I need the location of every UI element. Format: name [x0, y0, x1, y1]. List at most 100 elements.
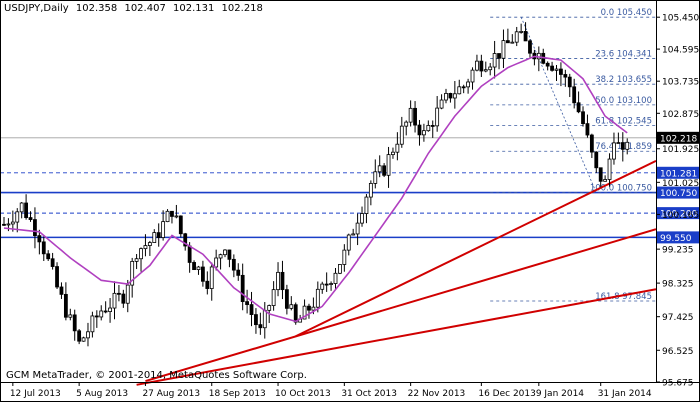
candle-body[interactable]: [612, 142, 616, 160]
candle-body[interactable]: [315, 288, 320, 308]
candle-body[interactable]: [417, 124, 422, 136]
candle-body[interactable]: [2, 223, 6, 226]
candle-body[interactable]: [46, 253, 51, 260]
candle-body[interactable]: [121, 293, 126, 304]
candle-body[interactable]: [603, 179, 608, 182]
candle-body[interactable]: [479, 60, 484, 72]
candle-body[interactable]: [620, 142, 625, 150]
candle-body[interactable]: [280, 271, 285, 291]
candle-body[interactable]: [545, 62, 550, 67]
candle-body[interactable]: [72, 314, 77, 332]
candle-body[interactable]: [19, 202, 24, 213]
candle-body[interactable]: [77, 330, 82, 342]
candle-body[interactable]: [33, 219, 37, 237]
candle-body[interactable]: [139, 248, 143, 260]
candle-body[interactable]: [523, 31, 528, 42]
candle-body[interactable]: [63, 293, 68, 318]
candle-body[interactable]: [81, 337, 86, 342]
candle-body[interactable]: [320, 283, 325, 290]
candle-body[interactable]: [461, 86, 466, 89]
candle-body[interactable]: [329, 283, 333, 285]
candle-body[interactable]: [324, 283, 329, 286]
candle-body[interactable]: [99, 310, 104, 318]
candle-body[interactable]: [426, 125, 431, 132]
candle-body[interactable]: [249, 304, 254, 315]
candle-body[interactable]: [395, 143, 400, 153]
candle-body[interactable]: [28, 217, 33, 220]
candle-body[interactable]: [435, 107, 440, 127]
candle-body[interactable]: [488, 66, 493, 71]
candle-body[interactable]: [117, 292, 121, 295]
trendline[interactable]: [295, 159, 657, 338]
candle-body[interactable]: [430, 125, 435, 127]
candle-body[interactable]: [161, 221, 166, 238]
candle-body[interactable]: [607, 158, 612, 180]
candle-body[interactable]: [519, 31, 524, 33]
candle-body[interactable]: [134, 258, 139, 262]
candle-body[interactable]: [293, 304, 298, 323]
candle-body[interactable]: [404, 121, 409, 127]
candle-body[interactable]: [112, 292, 117, 309]
candle-body[interactable]: [271, 289, 276, 306]
candle-body[interactable]: [559, 68, 563, 75]
trendline[interactable]: [145, 228, 657, 383]
candle-body[interactable]: [86, 331, 90, 339]
candle-body[interactable]: [439, 99, 444, 109]
candle-body[interactable]: [130, 260, 135, 286]
candle-body[interactable]: [497, 53, 501, 59]
candle-body[interactable]: [68, 314, 73, 318]
candle-body[interactable]: [355, 222, 360, 235]
candle-body[interactable]: [616, 142, 621, 144]
candle-body[interactable]: [156, 232, 161, 238]
candle-body[interactable]: [342, 249, 347, 265]
candle-body[interactable]: [174, 215, 179, 218]
candle-body[interactable]: [391, 151, 395, 156]
candle-body[interactable]: [262, 309, 267, 329]
candle-body[interactable]: [373, 171, 378, 184]
candle-body[interactable]: [192, 262, 196, 271]
candle-body[interactable]: [448, 93, 453, 99]
candle-body[interactable]: [254, 314, 258, 326]
candle-body[interactable]: [360, 213, 364, 224]
candle-body[interactable]: [563, 74, 568, 78]
candle-body[interactable]: [223, 249, 227, 256]
candle-body[interactable]: [368, 183, 373, 198]
candle-body[interactable]: [364, 196, 369, 214]
candle-body[interactable]: [125, 284, 130, 304]
candle-body[interactable]: [108, 307, 112, 312]
candle-body[interactable]: [346, 234, 351, 251]
candle-body[interactable]: [37, 235, 42, 243]
candle-body[interactable]: [377, 165, 382, 173]
candle-body[interactable]: [399, 125, 404, 145]
candle-body[interactable]: [554, 68, 559, 71]
candle-body[interactable]: [625, 141, 630, 150]
candle-body[interactable]: [231, 258, 236, 271]
candle-body[interactable]: [236, 269, 241, 276]
candle-body[interactable]: [187, 245, 192, 263]
candle-body[interactable]: [576, 102, 581, 113]
candle-body[interactable]: [421, 130, 426, 136]
candle-body[interactable]: [245, 301, 250, 305]
candle-body[interactable]: [594, 151, 599, 169]
candle-body[interactable]: [41, 241, 46, 255]
candle-body[interactable]: [94, 315, 99, 318]
candle-body[interactable]: [147, 242, 152, 246]
candle-body[interactable]: [307, 305, 311, 311]
candle-body[interactable]: [492, 53, 497, 68]
candle-body[interactable]: [258, 324, 263, 329]
candle-body[interactable]: [10, 221, 15, 225]
candle-body[interactable]: [351, 233, 356, 236]
candle-body[interactable]: [333, 272, 338, 284]
candle-body[interactable]: [6, 223, 11, 226]
candle-body[interactable]: [302, 305, 307, 320]
candle-body[interactable]: [528, 40, 532, 54]
candle-body[interactable]: [444, 93, 448, 101]
candle-body[interactable]: [470, 69, 475, 83]
candle-body[interactable]: [200, 266, 205, 282]
candle-body[interactable]: [196, 266, 201, 271]
candle-body[interactable]: [501, 40, 506, 59]
candle-body[interactable]: [572, 86, 577, 104]
candle-body[interactable]: [452, 93, 457, 99]
candle-body[interactable]: [227, 249, 232, 260]
